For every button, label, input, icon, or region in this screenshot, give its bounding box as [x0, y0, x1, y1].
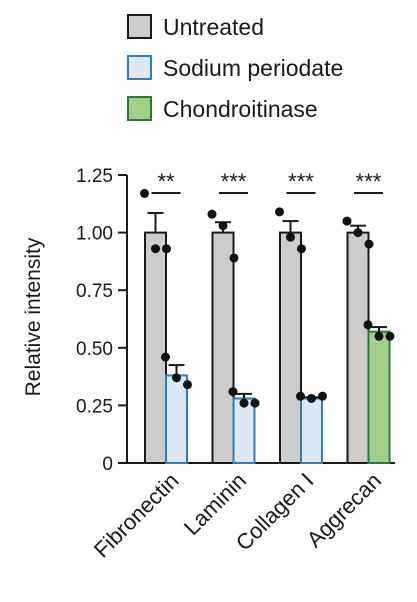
legend: Untreated Sodium periodate Chondroitinase: [127, 14, 343, 122]
significance-label-2: ***: [288, 169, 314, 194]
data-point-2-0-1: [286, 232, 295, 242]
legend-swatch-1: [127, 55, 152, 80]
data-point-3-0-0: [342, 216, 352, 226]
data-point-0-1-2: [183, 380, 192, 390]
y-tick-label-3: 0.75: [76, 281, 113, 302]
axes: 0 0.25 0.50 0.75 1.00 1.25: [76, 166, 395, 475]
category-label-0: Fibronectin: [89, 468, 184, 563]
bar-2-0: [279, 231, 302, 464]
bar-1-1: [232, 397, 256, 465]
bars: [144, 231, 391, 465]
legend-swatch-0: [127, 14, 152, 39]
data-point-3-1-1: [374, 331, 384, 341]
data-point-2-1-0: [296, 391, 305, 401]
data-point-1-1-0: [228, 387, 238, 397]
significance-label-1: ***: [221, 169, 247, 194]
data-point-0-1-1: [172, 373, 181, 383]
data-point-1-1-1: [239, 398, 249, 408]
y-tick-label-2: 0.50: [76, 339, 113, 360]
significance-label-0: **: [157, 169, 175, 194]
data-point-0-0-1: [151, 244, 160, 254]
data-point-2-1-1: [307, 393, 316, 403]
data-point-3-0-1: [353, 228, 363, 238]
bar-2-1: [300, 397, 323, 465]
y-tick-label-1: 0.25: [76, 396, 113, 417]
data-point-0-0-2: [162, 244, 171, 254]
data-point-1-0-1: [218, 221, 228, 231]
data-point-0-0-0: [140, 188, 149, 198]
bar-3-0: [346, 231, 370, 464]
data-point-1-0-2: [229, 253, 239, 263]
significance-annotations: ** *** *** ***: [151, 169, 383, 194]
data-points: [140, 188, 395, 408]
bar-3-1: [367, 330, 391, 464]
data-point-3-1-2: [385, 331, 395, 341]
data-point-2-1-2: [318, 391, 327, 401]
data-point-1-0-0: [207, 209, 217, 219]
data-point-3-0-2: [364, 239, 374, 249]
y-tick-label-0: 0: [102, 454, 113, 475]
y-axis-title: Relative intensity: [22, 237, 45, 396]
legend-label-1: Sodium periodate: [163, 55, 343, 81]
y-tick-label-4: 1.00: [76, 224, 113, 245]
legend-label-2: Chondroitinase: [163, 96, 318, 122]
legend-label-0: Untreated: [163, 14, 264, 40]
category-label-3: Aggrecan: [302, 468, 386, 552]
y-tick-label-5: 1.25: [76, 166, 113, 187]
bar-0-0: [144, 231, 167, 464]
data-point-2-0-2: [297, 244, 306, 254]
data-point-1-1-2: [250, 398, 260, 408]
data-point-3-1-0: [363, 320, 373, 330]
legend-swatch-2: [127, 96, 152, 121]
data-point-2-0-0: [275, 207, 284, 217]
data-point-0-1-0: [161, 352, 170, 362]
bar-1-0: [211, 231, 235, 464]
bar-0-1: [165, 374, 188, 464]
significance-label-3: ***: [356, 169, 382, 194]
